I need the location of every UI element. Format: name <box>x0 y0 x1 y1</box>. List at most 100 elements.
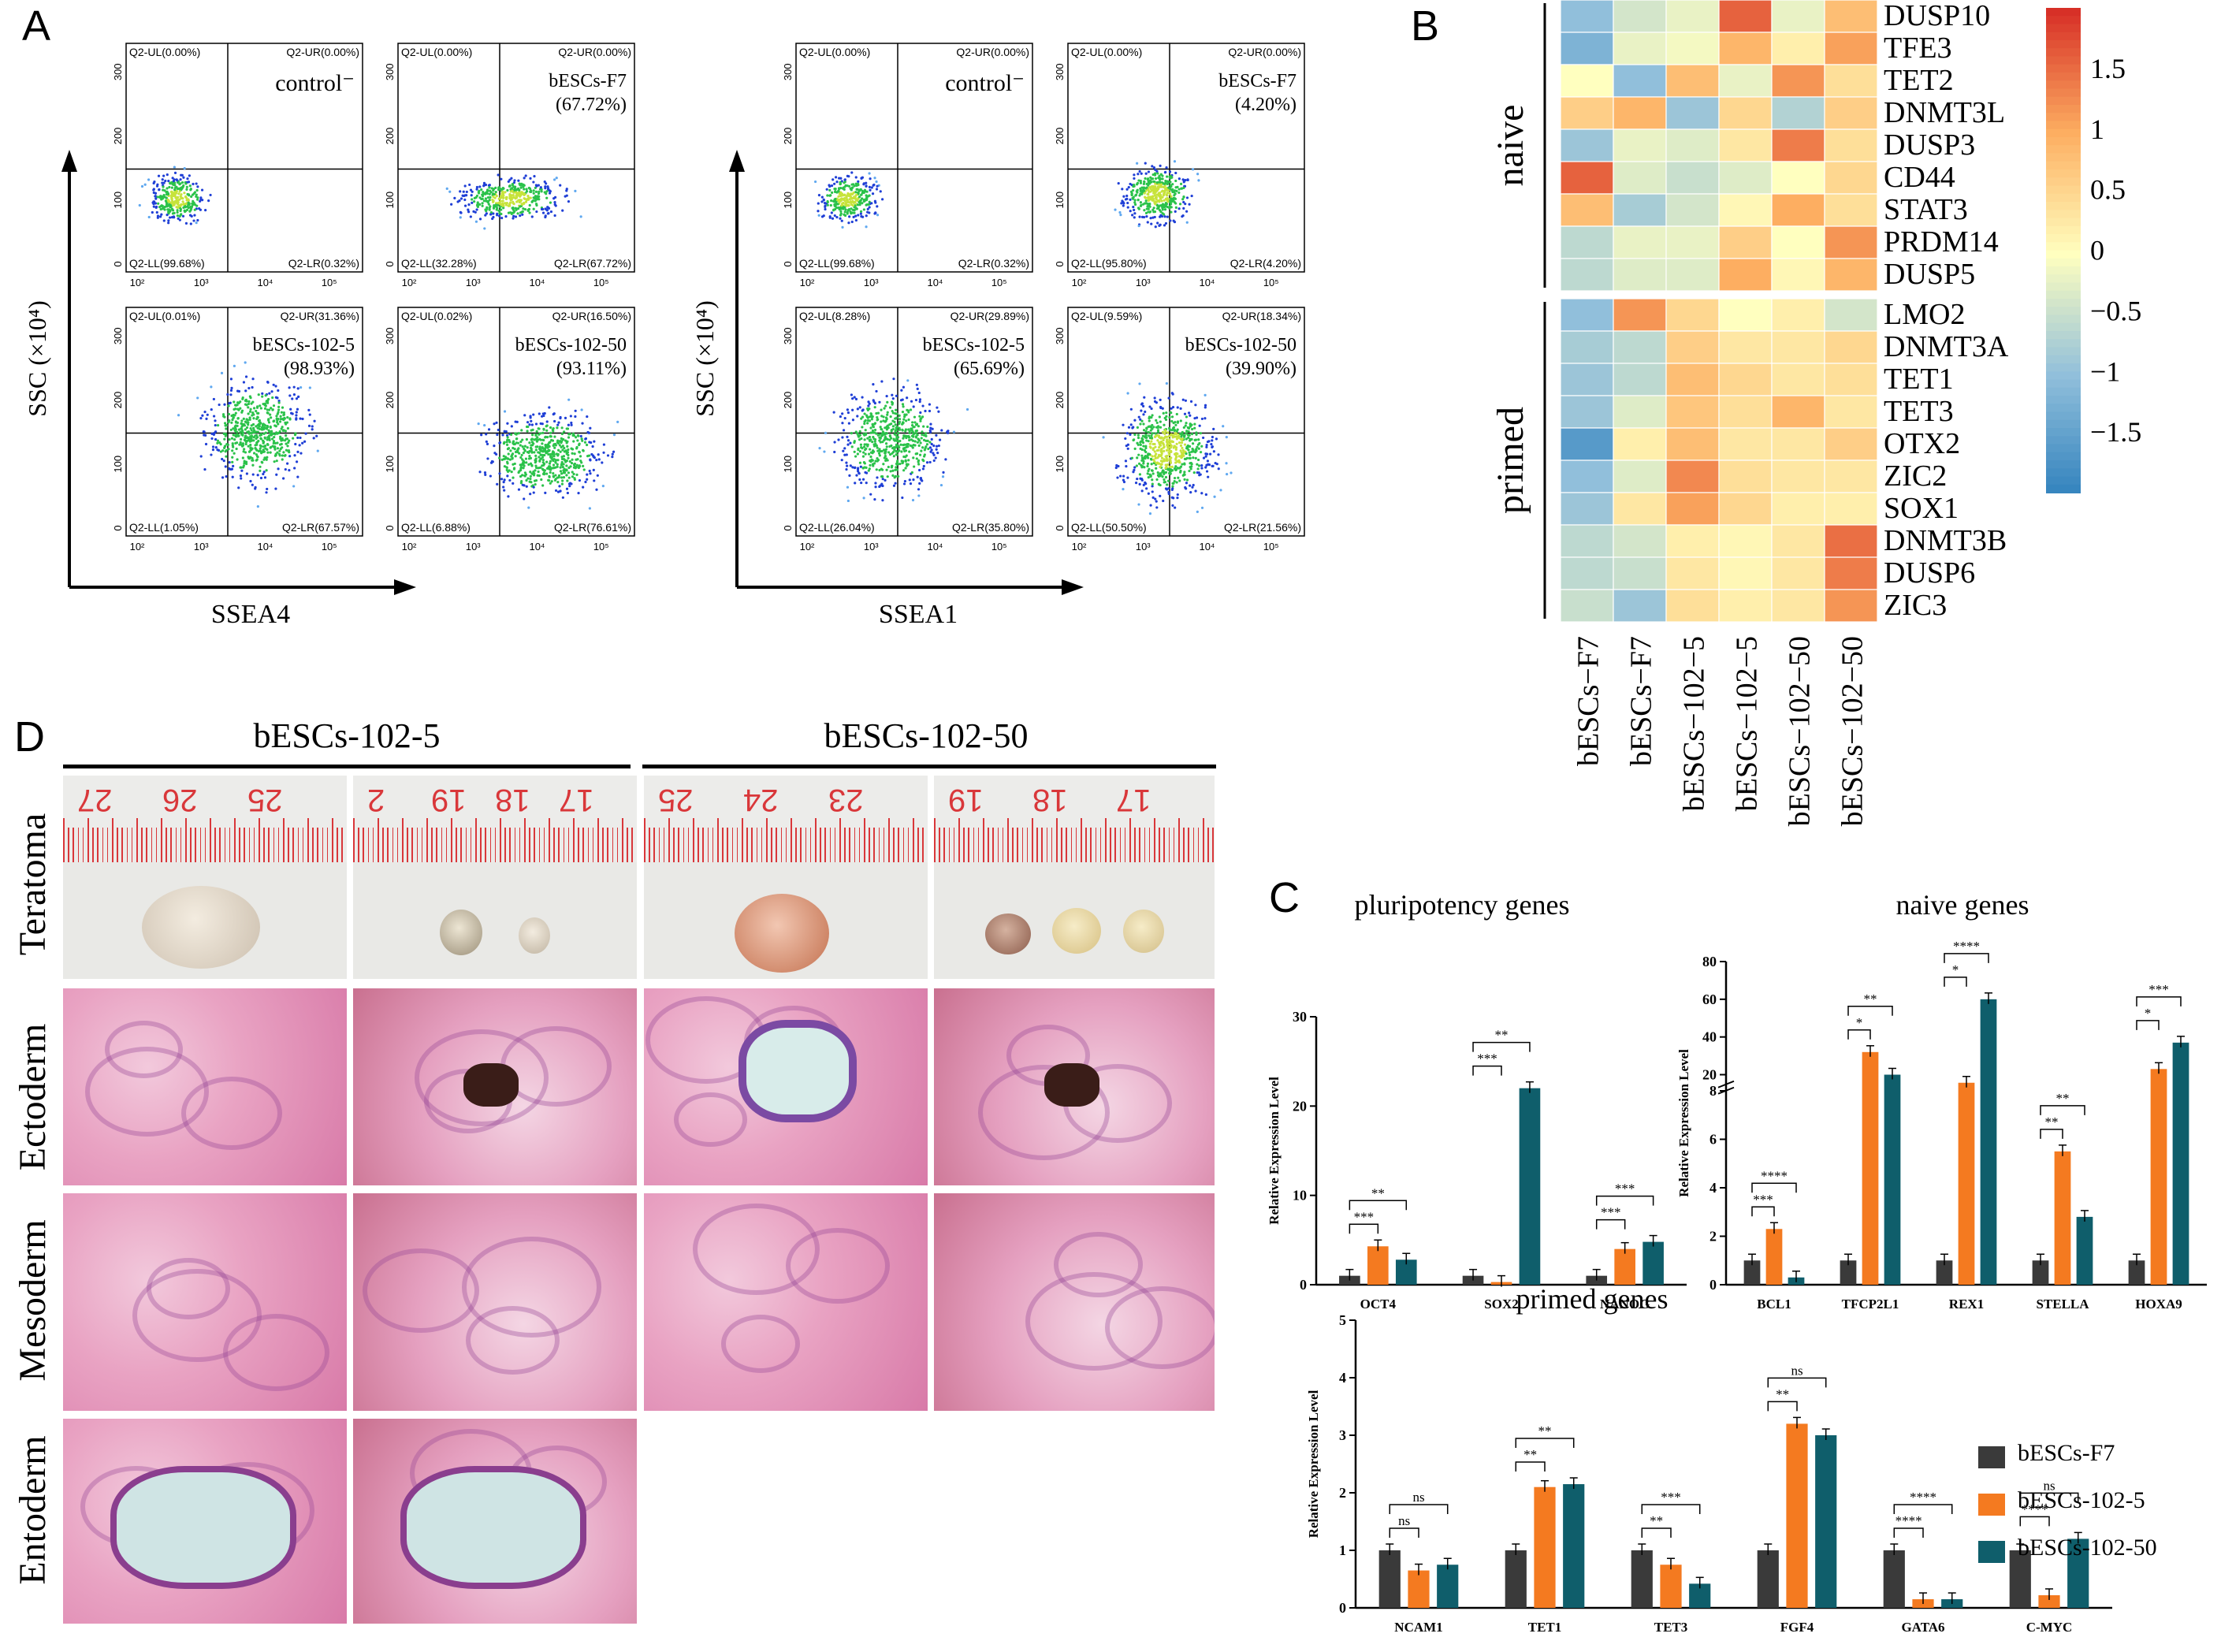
y-tick-label: 40 <box>1702 1029 1717 1045</box>
event-dot <box>552 412 556 415</box>
event-dot <box>196 198 199 201</box>
event-dot <box>573 465 577 468</box>
event-dot <box>549 201 552 204</box>
event-dot <box>1189 453 1192 456</box>
heatmap-cell <box>1771 96 1825 130</box>
bar <box>1563 1484 1585 1608</box>
event-dot <box>579 434 582 438</box>
event-dot <box>186 177 189 180</box>
heatmap-cell <box>1613 64 1667 98</box>
event-dot <box>308 386 311 389</box>
event-dot <box>312 437 315 440</box>
x-tick: 10⁴ <box>257 277 273 288</box>
ruler-tick <box>761 828 763 862</box>
event-dot <box>523 207 527 211</box>
event-dot <box>1183 463 1186 466</box>
event-dot <box>1159 463 1163 466</box>
event-dot <box>252 426 255 430</box>
event-dot <box>831 217 835 220</box>
significance-label: ** <box>1371 1185 1385 1200</box>
event-dot <box>1211 439 1214 442</box>
significance-label: ns <box>2043 1478 2055 1493</box>
event-dot <box>866 437 869 440</box>
event-dot <box>515 191 518 194</box>
event-dot <box>868 407 871 411</box>
event-dot <box>315 434 318 437</box>
event-dot <box>1177 467 1181 470</box>
event-dot <box>530 449 534 453</box>
event-dot <box>1169 461 1173 464</box>
event-dot <box>559 470 563 473</box>
event-dot <box>288 418 292 421</box>
y-tick: 300 <box>782 63 794 80</box>
event-dot <box>265 469 268 472</box>
event-dot <box>1151 208 1155 211</box>
event-dot <box>1153 189 1156 192</box>
event-dot <box>552 197 556 200</box>
event-dot <box>255 441 259 445</box>
event-dot <box>941 475 945 478</box>
event-dot <box>1170 407 1173 410</box>
event-dot <box>918 468 921 472</box>
event-dot <box>1129 407 1133 411</box>
event-dot <box>492 212 495 215</box>
ruler-tick <box>470 828 472 862</box>
event-dot <box>210 407 213 411</box>
ruler-tick <box>636 828 637 862</box>
event-dot <box>820 195 824 199</box>
event-dot <box>252 407 256 410</box>
event-dot <box>862 460 866 464</box>
y-axis-label: Relative Expression Level <box>1676 1049 1691 1197</box>
event-dot <box>276 418 279 421</box>
event-dot <box>562 463 565 466</box>
event-dot <box>277 467 280 471</box>
event-dot <box>880 415 884 418</box>
event-dot <box>143 183 147 186</box>
event-dot <box>549 441 552 444</box>
heatmap-cell <box>1613 298 1667 332</box>
heatmap-cell <box>1665 225 1720 259</box>
event-dot <box>1181 455 1184 459</box>
event-dot <box>288 468 291 472</box>
event-dot <box>601 485 605 488</box>
event-dot <box>1163 481 1166 484</box>
event-dot <box>1185 432 1188 435</box>
event-dot <box>1183 412 1187 415</box>
event-dot <box>873 498 876 501</box>
event-dot <box>576 433 579 437</box>
event-dot <box>1169 199 1172 202</box>
event-dot <box>1114 208 1117 211</box>
y-tick: 0 <box>384 261 396 266</box>
event-dot <box>835 201 838 205</box>
event-dot <box>881 198 884 201</box>
event-dot <box>162 188 165 192</box>
heatmap-cell <box>1613 556 1667 590</box>
event-dot <box>1164 471 1168 474</box>
event-dot <box>1205 445 1208 448</box>
ruler-tick <box>195 828 196 862</box>
event-dot <box>1116 476 1119 479</box>
teratoma-tissue <box>985 913 1031 954</box>
x-tick: 10² <box>130 541 145 553</box>
event-dot <box>213 431 216 434</box>
event-dot <box>534 190 538 193</box>
event-dot <box>171 177 174 180</box>
y-tick-label: 4 <box>1339 1370 1346 1386</box>
event-dot <box>514 420 517 423</box>
event-dot <box>571 475 575 478</box>
event-dot <box>906 442 910 446</box>
event-dot <box>471 198 474 201</box>
event-dot <box>482 184 485 188</box>
event-dot <box>602 443 606 446</box>
quadrant-ul-label: Q2-UL(0.00%) <box>799 46 870 58</box>
bar <box>1519 1088 1541 1285</box>
event-dot <box>1225 436 1228 439</box>
event-dot <box>597 453 600 456</box>
event-dot <box>561 209 564 212</box>
ruler-tick <box>229 828 231 862</box>
event-dot <box>843 194 846 197</box>
event-dot <box>1185 430 1189 433</box>
colorbar-segment <box>2046 193 2081 203</box>
event-dot <box>937 410 940 413</box>
bar <box>1786 1423 1808 1608</box>
